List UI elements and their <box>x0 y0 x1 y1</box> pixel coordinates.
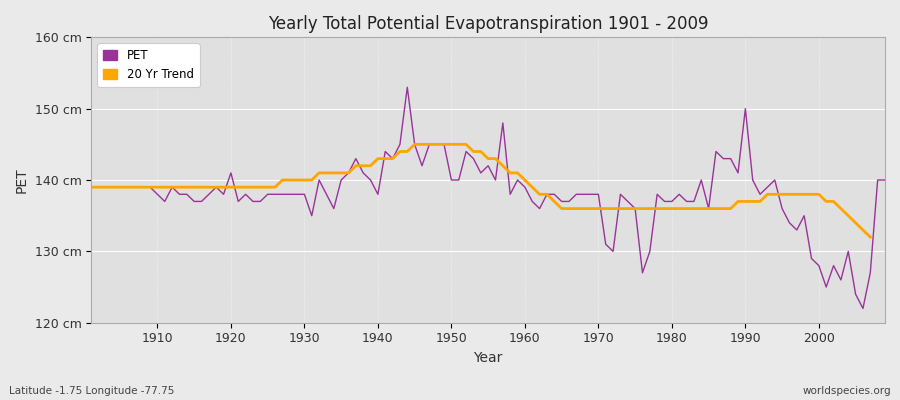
Text: Latitude -1.75 Longitude -77.75: Latitude -1.75 Longitude -77.75 <box>9 386 175 396</box>
Title: Yearly Total Potential Evapotranspiration 1901 - 2009: Yearly Total Potential Evapotranspiratio… <box>268 15 708 33</box>
X-axis label: Year: Year <box>473 351 503 365</box>
Text: worldspecies.org: worldspecies.org <box>803 386 891 396</box>
Legend: PET, 20 Yr Trend: PET, 20 Yr Trend <box>97 43 200 87</box>
Y-axis label: PET: PET <box>15 167 29 193</box>
